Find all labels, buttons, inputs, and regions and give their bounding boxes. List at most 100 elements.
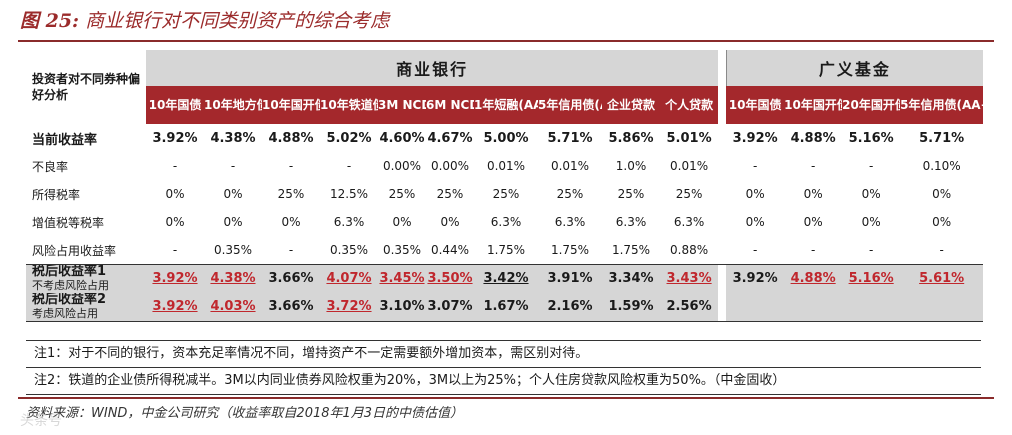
- bank-cell: 25%: [556, 187, 584, 201]
- figure-number: 图 25:: [20, 10, 80, 32]
- fund-cell: 0%: [861, 187, 881, 201]
- after-tax-2-fund-empty: [784, 293, 843, 322]
- after-tax-1-fund-cell: 4.88%: [784, 264, 843, 293]
- row-gap: [718, 293, 727, 322]
- after-tax-1-cell: 3.34%: [602, 264, 660, 293]
- bank-col-header: 10年国债: [146, 86, 204, 124]
- group-gap: [718, 50, 727, 86]
- bank-cell: 0%: [165, 187, 185, 201]
- after-tax-1-fund-cell: 5.61%: [900, 264, 984, 293]
- after-tax-2-cell: 3.10%: [378, 293, 426, 322]
- header-gap: [718, 86, 727, 124]
- after-tax-2-fund-empty: [726, 293, 785, 322]
- after-tax-2-value: 2.16%: [547, 299, 593, 314]
- row-label: 不良率: [32, 159, 69, 174]
- bank-cell: 1.75%: [550, 243, 590, 257]
- bank-cell: 0%: [392, 215, 412, 229]
- fund-cell: -: [752, 159, 758, 173]
- bank-cell: 1.75%: [611, 243, 651, 257]
- table-row: 风险占用收益率 - 0.35% - 0.35% 0.35% 0.44% 1.75% 1.75% 1…: [26, 236, 983, 265]
- bank-cell: 25%: [492, 187, 520, 201]
- after-tax-2-value: 3.07%: [427, 299, 473, 314]
- after-tax-1-cell: 4.07%: [320, 264, 378, 293]
- bank-cell: 25%: [277, 187, 305, 201]
- after-tax-1-cell: 3.66%: [262, 264, 320, 293]
- fund-col-header: 5年信用债(AA+): [900, 86, 984, 124]
- fund-cell: -: [939, 243, 944, 257]
- corner-label: 投资者对不同券种偏好分析: [26, 50, 146, 124]
- source-rule: [18, 397, 994, 399]
- after-tax-1-fund-value: 4.88%: [790, 271, 836, 286]
- after-tax-2-value: 1.59%: [608, 299, 654, 314]
- group-header-row: 投资者对不同券种偏好分析 商业银行 广义基金: [26, 50, 984, 124]
- yield-comparison-table: 投资者对不同券种偏好分析商业银行广义基金10年国债10年地方债10年国开债10年…: [26, 50, 984, 322]
- after-tax-row-1: 税后收益率1 不考虑风险占用 3.92% 4.38% 3.66% 4.07% 3.45% 3.…: [26, 264, 984, 293]
- row-gap: [718, 264, 727, 293]
- bank-cell: 4.88%: [268, 130, 314, 146]
- bank-cell: -: [172, 159, 178, 173]
- row-label: 增值税等税率: [32, 215, 105, 230]
- group-bank: 商业银行: [146, 50, 719, 86]
- bank-cell: 1.0%: [615, 159, 647, 173]
- bank-col-header: 10年国开债: [262, 86, 320, 124]
- after-tax-row-2: 税后收益率2 考虑风险占用 3.92% 4.03% 3.66% 3.72% 3.10% 3.0…: [26, 293, 984, 322]
- after-tax-2-cell: 1.59%: [602, 293, 660, 322]
- after-tax-2-cell: 1.67%: [474, 293, 538, 322]
- bank-cell: 6.3%: [673, 215, 705, 229]
- after-tax-1-value: 3.66%: [268, 271, 314, 286]
- after-tax-label-2: 税后收益率2 考虑风险占用: [26, 293, 146, 322]
- fund-cell: -: [752, 243, 758, 257]
- bank-cell: 25%: [436, 187, 464, 201]
- after-tax-1-value: 3.42%: [483, 271, 529, 286]
- after-tax-1-cell: 3.42%: [474, 264, 538, 293]
- row-gap: [718, 152, 727, 180]
- fund-cell: 0.10%: [922, 159, 961, 173]
- after-tax-title-2: 税后收益率2: [32, 293, 107, 307]
- bank-cell: 6.3%: [554, 215, 586, 229]
- bank-cell: 1.75%: [486, 243, 526, 257]
- fund-cell: 0%: [803, 187, 823, 201]
- after-tax-2-cell: 2.16%: [538, 293, 602, 322]
- bank-col-header: 6M NCD: [426, 86, 474, 124]
- row-gap: [718, 124, 727, 152]
- bank-cell: 0.35%: [213, 243, 253, 257]
- bank-cell: 5.00%: [483, 130, 529, 146]
- bank-cell: 0.88%: [670, 243, 709, 257]
- bank-col-header: 3M NCD: [378, 86, 426, 124]
- fund-cell: -: [810, 159, 816, 173]
- after-tax-2-fund-empty: [900, 293, 984, 322]
- after-tax-2-cell: 3.07%: [426, 293, 474, 322]
- after-tax-1-fund-value: 3.92%: [732, 271, 778, 286]
- bank-cell: 5.86%: [608, 130, 654, 146]
- after-tax-2-value: 4.03%: [210, 299, 256, 314]
- title-rule: [18, 40, 994, 42]
- bank-cell: 4.38%: [210, 130, 256, 146]
- bank-cell: 0.01%: [550, 159, 590, 173]
- bank-cell: 25%: [388, 187, 416, 201]
- bank-cell: -: [288, 159, 294, 173]
- bank-col-header: 企业贷款: [602, 86, 660, 124]
- after-tax-2-value: 3.10%: [379, 299, 425, 314]
- after-tax-1-value: 4.38%: [210, 271, 256, 286]
- row-gap: [718, 180, 727, 208]
- fund-cell: 5.71%: [919, 130, 965, 146]
- fund-cell: 5.16%: [848, 130, 894, 146]
- after-tax-1-cell: 3.43%: [660, 264, 719, 293]
- bank-cell: -: [230, 159, 236, 173]
- bank-cell: -: [346, 159, 352, 173]
- bank-col-header: 个人贷款: [660, 86, 719, 124]
- fund-cell: -: [810, 243, 816, 257]
- after-tax-2-cell: 3.72%: [320, 293, 378, 322]
- after-tax-1-fund-cell: 3.92%: [726, 264, 785, 293]
- row-gap: [718, 236, 727, 265]
- bank-cell: 3.92%: [152, 130, 198, 146]
- bank-col-header: 10年地方债: [204, 86, 262, 124]
- note-1: 注1：对于不同的银行，资本充足率情况不同，增持资产不一定需要额外增加资本，需区别…: [26, 340, 981, 368]
- bank-cell: -: [172, 243, 178, 257]
- bank-cell: 25%: [675, 187, 703, 201]
- after-tax-1-value: 3.92%: [152, 271, 198, 286]
- after-tax-1-fund-value: 5.61%: [919, 271, 965, 286]
- bank-cell: 5.01%: [666, 130, 712, 146]
- bank-cell: 0.01%: [670, 159, 709, 173]
